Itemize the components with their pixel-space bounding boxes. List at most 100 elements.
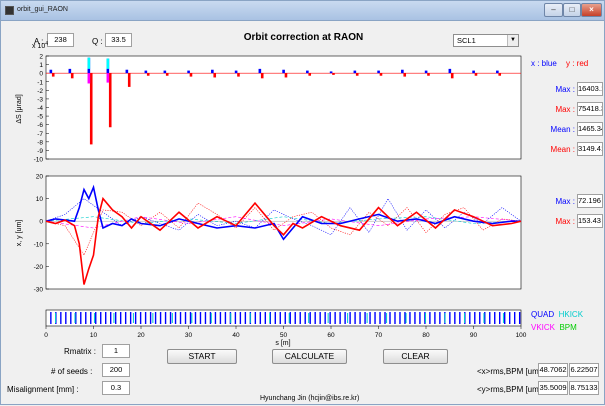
plot2-axes	[45, 175, 522, 290]
plot1-bar	[427, 73, 430, 76]
seeds-field[interactable]: 200	[102, 363, 130, 377]
clear-button[interactable]: CLEAR	[383, 349, 448, 364]
maximize-button[interactable]: □	[563, 3, 581, 17]
minimize-button[interactable]: –	[544, 3, 563, 17]
lattice-quad-mark	[504, 312, 506, 324]
lattice-quad-mark	[234, 312, 237, 324]
window-title: orbit_gui_RAON	[17, 6, 68, 13]
plot2-ytick-label: 20	[36, 174, 44, 181]
lattice-hkick-mark	[210, 313, 212, 323]
plot1-bar	[260, 73, 264, 79]
plot1-bar	[125, 69, 129, 74]
lattice-quad-mark	[309, 312, 311, 324]
plot1-bar	[211, 69, 214, 74]
lattice-quad-mark	[224, 312, 227, 324]
lattice-hkick-mark	[249, 313, 251, 323]
lattice-quad-mark	[105, 312, 107, 324]
plot1-bar	[379, 73, 383, 76]
lattice-quad-mark	[75, 312, 77, 324]
lattice-hkick-mark	[463, 313, 465, 323]
lattice-xtick-label: 70	[375, 332, 383, 339]
lattice-quad-mark	[124, 312, 127, 324]
lattice-quad-mark	[374, 312, 376, 324]
close-button[interactable]: ×	[581, 3, 602, 17]
plot2-ytick-label: -10	[34, 241, 44, 248]
plot1-bar	[332, 73, 335, 75]
lattice-xtick-label: 20	[137, 332, 145, 339]
lattice-quad-mark	[299, 312, 301, 324]
lattice-quad-mark	[174, 312, 177, 324]
plot2-ytick-label: -20	[34, 264, 44, 271]
stat-label: Max :	[555, 197, 575, 206]
lattice-xtick-label: 30	[185, 332, 193, 339]
plot1-bar-overlay	[106, 58, 110, 69]
plot1-bar	[450, 73, 454, 79]
lattice-quad-mark	[394, 312, 396, 324]
plot2-series-line	[45, 184, 521, 241]
a-value-field[interactable]: 238	[47, 33, 74, 47]
lattice-hkick-mark	[93, 313, 95, 323]
plot1-bar	[108, 73, 112, 128]
lattice-xtick-label: 80	[422, 332, 430, 339]
plot1-bar	[49, 69, 53, 74]
seeds-label: # of seeds :	[51, 367, 93, 376]
lattice-quad-mark	[339, 312, 341, 324]
lattice-quad-mark	[474, 312, 476, 324]
lattice-legend-vkick: VKICK BPM	[531, 323, 577, 332]
lattice-legend-hkick: HKICK	[558, 310, 584, 319]
plot1-bar-overlay	[106, 73, 110, 83]
stat-value: 1465.34	[577, 122, 603, 136]
lattice-quad-mark	[189, 312, 192, 324]
lattice-quad-mark	[424, 312, 426, 324]
lattice-quad-mark	[179, 312, 182, 324]
chevron-down-icon: ▼	[507, 35, 518, 46]
lattice-quad-mark	[164, 312, 167, 324]
lattice-quad-mark	[100, 312, 102, 324]
lattice-quad-mark	[369, 312, 371, 324]
stat-label: Max :	[555, 85, 575, 94]
q-value-field[interactable]: 33.5	[105, 33, 132, 47]
lattice-hkick-mark	[483, 313, 485, 323]
lattice-quad-mark	[90, 312, 92, 324]
matlab-figure-icon	[5, 6, 14, 15]
misalignment-field[interactable]: 0.3	[102, 381, 130, 395]
plot1-ytick-label: 2	[39, 54, 43, 61]
plot2-series-line	[45, 198, 522, 236]
lattice-quad-mark	[354, 312, 356, 324]
lattice-quad-mark	[364, 312, 366, 324]
lattice-quad-mark	[259, 312, 262, 324]
lattice-quad-mark	[70, 312, 72, 324]
section-dropdown[interactable]: SCL1 ▼	[453, 34, 519, 47]
plot2-ytick-label: 0	[39, 219, 43, 226]
stat-value: 75418.3	[577, 102, 603, 116]
lattice-quad-mark	[194, 312, 197, 324]
lattice-quad-mark	[414, 312, 416, 324]
lattice-hkick-mark	[502, 313, 504, 323]
plot1-bar	[146, 73, 150, 76]
plot1-ytick-label: -10	[34, 157, 44, 164]
lattice-quad-mark	[429, 312, 431, 324]
lattice-xtick-label: 0	[44, 332, 48, 339]
lattice-hkick-mark	[230, 313, 232, 323]
plot1-bar-overlay	[87, 57, 91, 69]
plot1-bar	[329, 71, 333, 74]
lattice-quad-mark	[129, 312, 132, 324]
lattice-quad-mark	[50, 312, 52, 324]
lattice-quad-mark	[95, 312, 97, 324]
lattice-quad-mark	[65, 312, 67, 324]
plot1-bar	[144, 70, 148, 74]
lattice-quad-mark	[513, 312, 516, 324]
plot1-bar	[377, 70, 380, 74]
lattice-quad-mark	[274, 312, 276, 324]
stat-value: 153.43	[577, 214, 603, 228]
plot1-bar	[355, 73, 359, 76]
lattice-quad-mark	[489, 312, 491, 324]
lattice-quad-mark	[204, 312, 207, 324]
start-button[interactable]: START	[167, 349, 237, 364]
lattice-quad-mark	[159, 312, 162, 324]
lattice-quad-mark	[219, 312, 222, 324]
lattice-xtick-label: 100	[516, 332, 527, 339]
rmatrix-field[interactable]: 1	[102, 344, 130, 358]
calculate-button[interactable]: CALCULATE	[272, 349, 347, 364]
lattice-quad-mark	[449, 312, 451, 324]
